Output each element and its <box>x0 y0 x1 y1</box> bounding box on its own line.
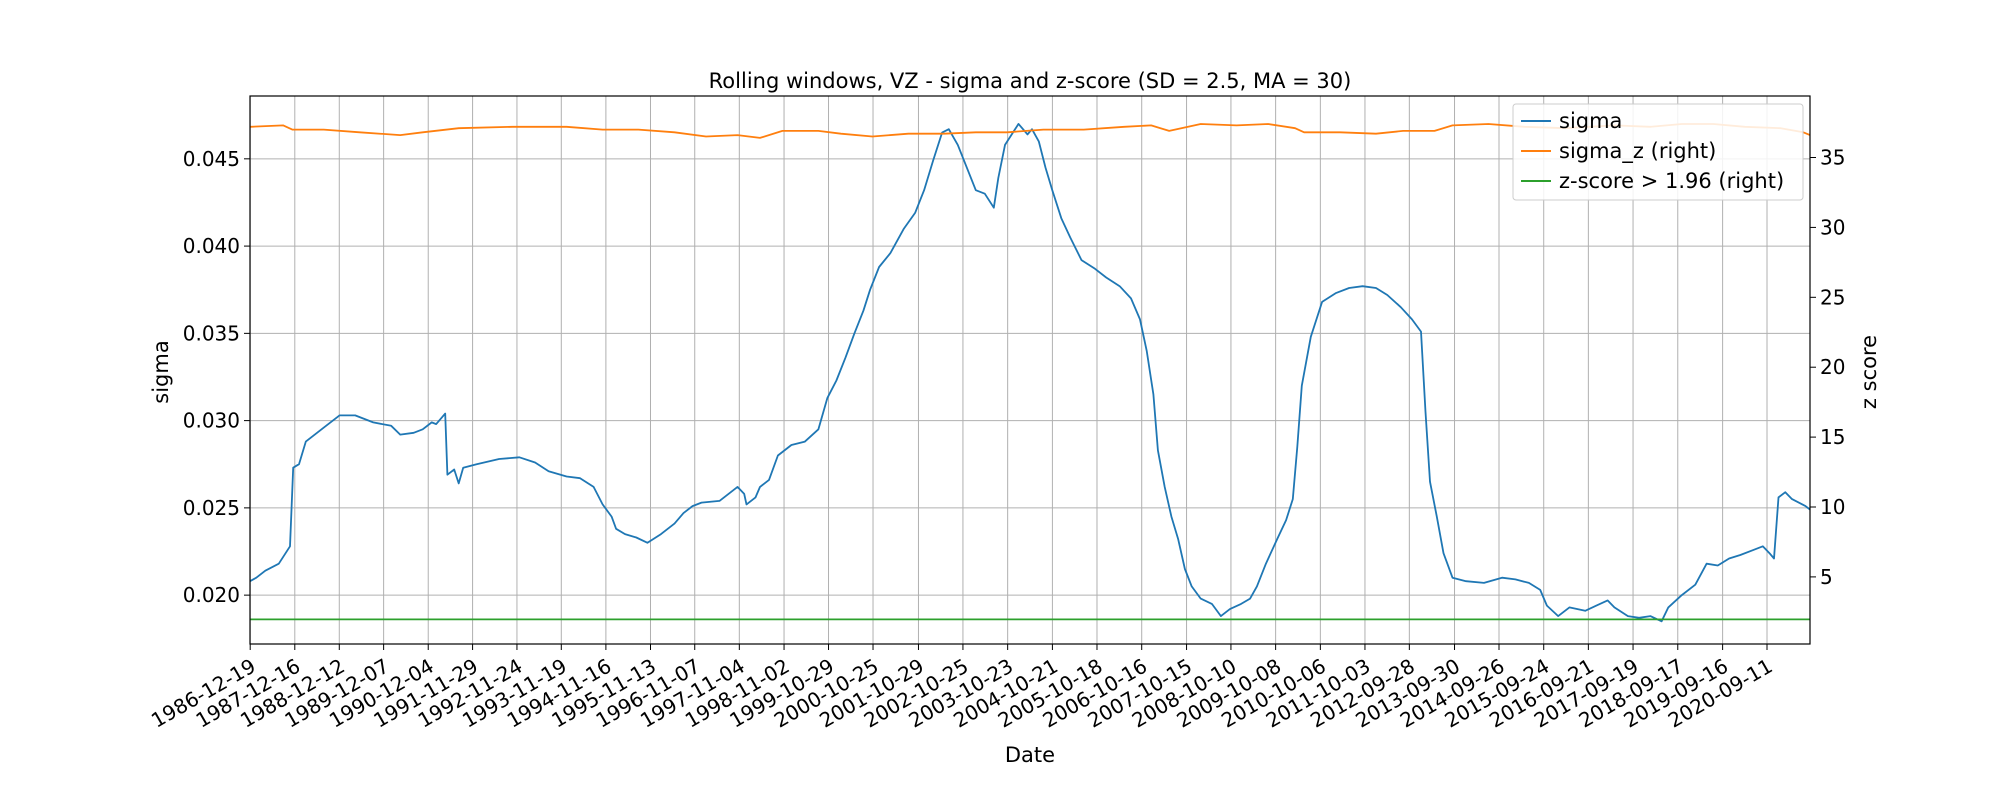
y-right-tick-label: 10 <box>1820 495 1845 519</box>
ticks-layer: 1986-12-191987-12-161988-12-121989-12-07… <box>147 146 1845 733</box>
y-right-tick-label: 35 <box>1820 146 1845 170</box>
y-left-tick-label: 0.030 <box>183 409 240 433</box>
y-left-tick-label: 0.025 <box>183 496 240 520</box>
y-left-tick-label: 0.035 <box>183 321 240 345</box>
y-axis-label-right: z score <box>1857 335 1881 409</box>
y-left-tick-label: 0.040 <box>183 234 240 258</box>
y-right-tick-label: 5 <box>1820 565 1833 589</box>
legend-box <box>1512 103 1804 201</box>
grid-layer <box>249 96 1810 644</box>
y-left-tick-label: 0.020 <box>183 583 240 607</box>
chart-title: Rolling windows, VZ - sigma and z-score … <box>709 69 1352 93</box>
legend-label-z-threshold: z-score > 1.96 (right) <box>1559 169 1784 193</box>
y-right-tick-label: 15 <box>1820 425 1845 449</box>
y-right-tick-label: 20 <box>1820 355 1845 379</box>
legend-label-sigma: sigma <box>1559 109 1622 133</box>
y-left-tick-label: 0.045 <box>183 147 240 171</box>
plot-frame <box>249 95 1811 645</box>
series-line-sigma <box>249 123 1811 623</box>
x-axis-label: Date <box>1005 743 1055 767</box>
y-axis-label-left: sigma <box>149 340 173 403</box>
legend: sigma sigma_z (right) z-score > 1.96 (ri… <box>1512 103 1804 201</box>
legend-label-sigma-z: sigma_z (right) <box>1559 139 1716 164</box>
y-right-tick-label: 25 <box>1820 285 1845 309</box>
y-right-tick-label: 30 <box>1820 215 1845 239</box>
